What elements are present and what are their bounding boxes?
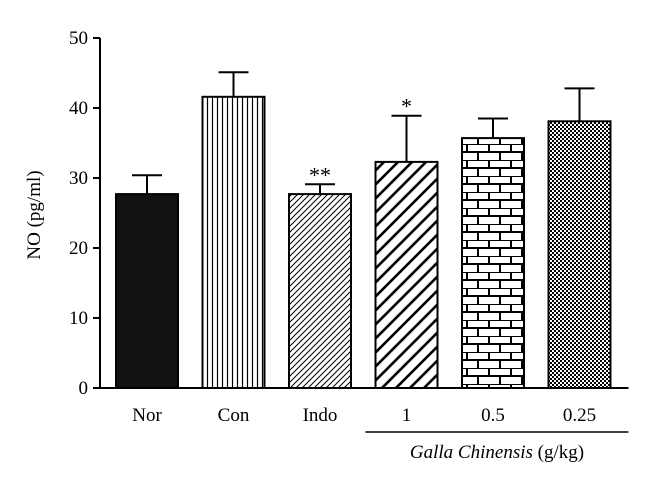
x-tick-label-0.5: 0.5 xyxy=(481,405,505,426)
bar-0.5 xyxy=(461,137,525,389)
bar-Nor xyxy=(115,193,179,389)
y-tick-label: 40 xyxy=(69,98,88,119)
bar-0.25 xyxy=(547,120,612,390)
error-bars-group xyxy=(132,71,595,195)
bar-Con xyxy=(201,95,266,390)
y-tick-label: 50 xyxy=(69,28,88,49)
significance-marker-1: * xyxy=(401,94,412,119)
x-tick-label-0.25: 0.25 xyxy=(563,405,596,426)
x-axis-ticks: Nor Con Indo 1 0.5 0.25 xyxy=(132,405,596,426)
group-label-unit: (g/kg) xyxy=(533,442,584,463)
x-tick-label-Con: Con xyxy=(218,405,250,426)
y-tick-label: 20 xyxy=(69,238,88,259)
bars-group xyxy=(115,95,612,390)
x-tick-label-1: 1 xyxy=(402,405,412,426)
x-tick-label-Nor: Nor xyxy=(132,405,162,426)
group-label: Galla Chinensis (g/kg) xyxy=(410,442,584,463)
y-axis-label: NO (pg/ml) xyxy=(24,170,45,259)
group-label-italic: Galla Chinensis xyxy=(410,442,533,463)
significance-group: *** xyxy=(309,94,412,188)
y-tick-label: 10 xyxy=(69,308,88,329)
significance-marker-Indo: ** xyxy=(309,162,331,187)
bar-1 xyxy=(374,160,439,389)
bar-Indo xyxy=(288,193,352,389)
x-tick-label-Indo: Indo xyxy=(303,405,338,426)
y-axis-ticks: 0 10 20 30 40 50 xyxy=(69,28,100,399)
y-tick-label: 30 xyxy=(69,168,88,189)
y-tick-label: 0 xyxy=(79,378,89,399)
